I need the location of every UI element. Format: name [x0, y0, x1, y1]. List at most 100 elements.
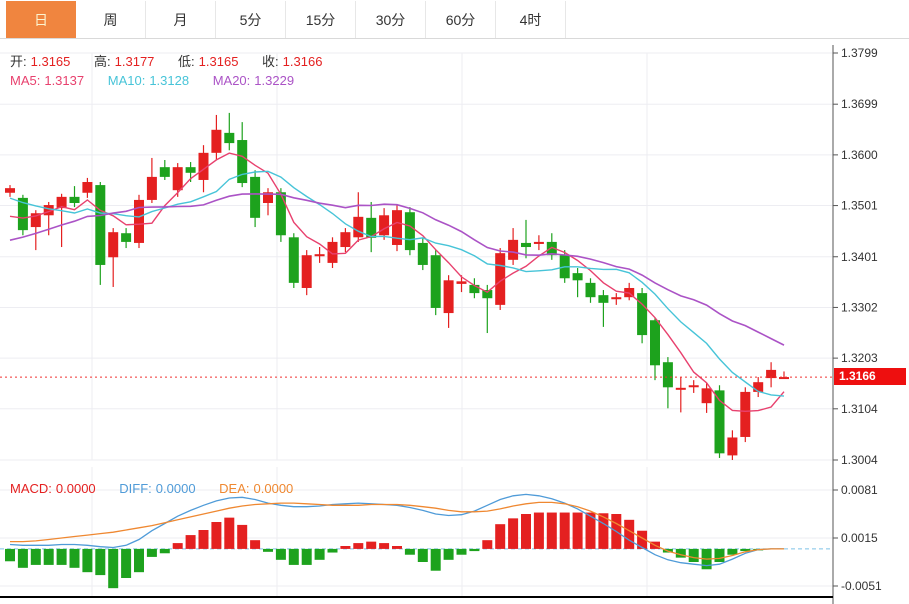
tab-30min[interactable]: 30分	[356, 1, 426, 38]
macd-bar	[250, 540, 261, 549]
candle	[727, 437, 738, 456]
ma-readout: MA5: 1.3137 MA10: 1.3128 MA20: 1.3229	[10, 73, 314, 88]
macd-bar	[185, 535, 196, 549]
macd-bar	[198, 530, 209, 549]
price-axis-label: 1.3699	[841, 97, 878, 111]
tab-60min[interactable]: 60分	[426, 1, 496, 38]
ma5-line	[9, 152, 785, 413]
macd-panel[interactable]: 0.0081 0.0015 -0.0051	[0, 467, 909, 604]
macd-axis-label: 0.0081	[841, 483, 878, 497]
ma10-line	[9, 170, 785, 397]
candle	[611, 297, 622, 300]
price-axis-label: 1.3104	[841, 402, 878, 416]
macd-bar	[340, 546, 351, 549]
macd-bar	[82, 548, 93, 573]
low-label: 低:	[178, 54, 195, 69]
macd-bar	[443, 548, 454, 560]
candle	[482, 290, 493, 299]
low-value: 1.3165	[198, 54, 239, 69]
candle	[224, 132, 235, 144]
open-value: 1.3165	[30, 54, 71, 69]
candle	[237, 140, 248, 184]
macd-bar	[624, 519, 635, 549]
ma10-label: MA10:	[107, 73, 146, 88]
macd-bar	[30, 548, 41, 565]
diff-value: 0.0000	[155, 481, 196, 496]
macd-bar	[56, 548, 67, 565]
candle	[185, 167, 196, 173]
candle	[572, 273, 583, 281]
macd-bar	[469, 548, 480, 552]
macd-bar	[108, 548, 119, 589]
candle	[779, 377, 789, 380]
candle	[198, 152, 209, 180]
tab-week[interactable]: 周	[76, 1, 146, 38]
candle	[5, 188, 15, 193]
candle	[404, 212, 415, 251]
macd-bar	[237, 524, 248, 549]
diff-line	[9, 493, 784, 567]
macd-histogram	[5, 512, 764, 589]
candle	[121, 233, 132, 242]
current-price-tag: 1.3166	[834, 368, 906, 385]
diff-label: DIFF:	[119, 481, 152, 496]
macd-bar	[392, 546, 402, 549]
macd-bar	[224, 517, 235, 549]
macd-bar	[740, 548, 751, 552]
candle	[740, 391, 751, 437]
macd-bar	[533, 512, 544, 549]
macd-bar	[572, 512, 583, 549]
candle	[146, 176, 157, 200]
macd-bar	[585, 512, 596, 549]
candle	[495, 253, 506, 305]
macd-bar	[546, 512, 557, 549]
macd-bar	[121, 548, 132, 578]
ma20-label: MA20:	[212, 73, 251, 88]
timeframe-tabbar: 日 周 月 5分 15分 30分 60分 4时	[0, 0, 909, 39]
candle	[688, 385, 699, 388]
ma20-line	[9, 193, 785, 346]
candle	[546, 241, 557, 256]
macd-bar	[521, 514, 531, 549]
candle	[650, 320, 660, 366]
macd-bar	[314, 548, 325, 560]
tab-month[interactable]: 月	[146, 1, 216, 38]
tab-15min[interactable]: 15分	[286, 1, 356, 38]
macd-bar	[146, 548, 157, 557]
candle	[159, 167, 170, 177]
candlestick-chart[interactable]: 1.3799 1.3699 1.3600 1.3501 1.3401 1.3302 1.32…	[0, 45, 909, 467]
open-label: 开:	[10, 54, 27, 69]
ma5-value: 1.3137	[44, 73, 85, 88]
macd-bar	[43, 548, 54, 565]
tab-day[interactable]: 日	[6, 1, 76, 38]
macd-readout: MACD: 0.0000 DIFF: 0.0000 DEA: 0.0000	[10, 481, 313, 496]
candle	[250, 176, 261, 218]
candles-group	[5, 112, 789, 460]
macd-axis-label: -0.0051	[841, 579, 882, 593]
close-value: 1.3166	[282, 54, 323, 69]
macd-bar	[598, 513, 609, 549]
price-axis-label: 1.3799	[841, 46, 878, 60]
macd-bar	[134, 548, 144, 573]
candle	[95, 185, 106, 265]
macd-bar	[379, 543, 390, 549]
dea-line	[10, 501, 784, 560]
candle	[301, 255, 312, 288]
candle	[533, 241, 544, 244]
candle	[353, 216, 364, 238]
macd-bar	[508, 518, 519, 549]
macd-bar	[559, 512, 570, 549]
candle	[56, 196, 67, 209]
tab-4hour[interactable]: 4时	[496, 1, 566, 38]
ohlc-readout: 开: 1.3165 高: 1.3177 低: 1.3165 收: 1.3166	[10, 51, 342, 70]
high-label: 高:	[94, 54, 111, 69]
macd-bar	[404, 548, 415, 555]
macd-bar	[417, 548, 428, 562]
ma20-value: 1.3229	[254, 73, 295, 88]
macd-bar	[159, 548, 170, 554]
tab-5min[interactable]: 5分	[216, 1, 286, 38]
candle	[172, 167, 183, 191]
macd-bar	[482, 540, 493, 549]
candle	[753, 382, 764, 392]
